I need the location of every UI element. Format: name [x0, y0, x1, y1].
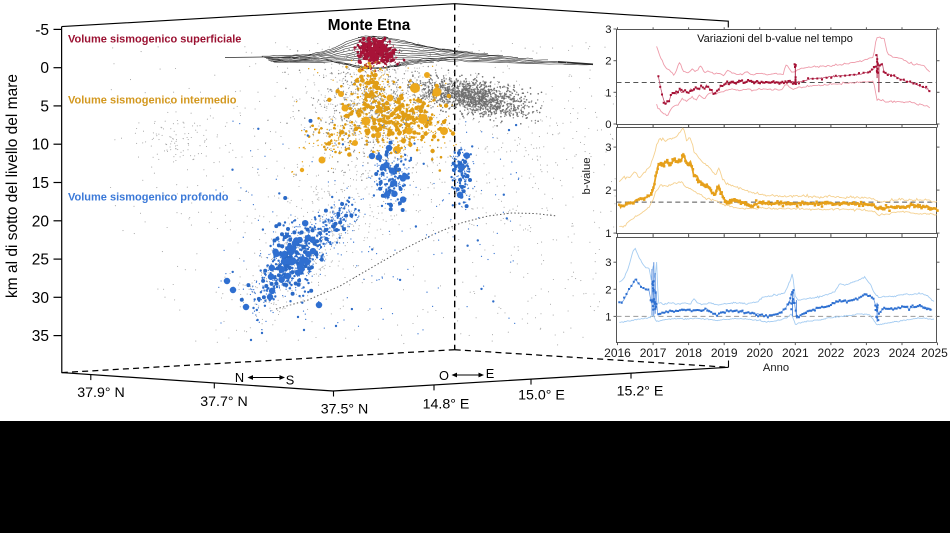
svg-text:2: 2	[605, 185, 611, 197]
svg-text:10: 10	[32, 137, 50, 154]
svg-text:1: 1	[605, 87, 611, 99]
svg-text:1: 1	[605, 311, 611, 323]
svg-text:-5: -5	[35, 22, 49, 39]
svg-text:37.5° N: 37.5° N	[321, 402, 368, 418]
svg-text:25: 25	[32, 252, 49, 269]
svg-text:2025: 2025	[921, 346, 948, 360]
svg-text:37.9° N: 37.9° N	[77, 385, 124, 401]
svg-text:15: 15	[32, 175, 49, 192]
svg-text:30: 30	[32, 290, 50, 307]
svg-text:E: E	[486, 366, 495, 381]
svg-text:1: 1	[605, 228, 611, 240]
svg-text:14.8° E: 14.8° E	[423, 397, 470, 413]
svg-text:3: 3	[605, 142, 611, 154]
svg-text:2016: 2016	[604, 346, 631, 360]
svg-text:20: 20	[32, 213, 50, 230]
svg-text:15.0° E: 15.0° E	[518, 388, 565, 404]
svg-text:Volume sismogenico intermedio: Volume sismogenico intermedio	[68, 95, 237, 107]
svg-text:3: 3	[605, 24, 611, 36]
svg-text:2018: 2018	[675, 346, 702, 360]
svg-text:2022: 2022	[818, 346, 845, 360]
svg-text:2: 2	[605, 284, 611, 296]
svg-text:N: N	[235, 370, 244, 385]
svg-text:37.7° N: 37.7° N	[200, 394, 247, 410]
svg-text:O: O	[439, 368, 449, 383]
svg-text:Anno: Anno	[763, 362, 789, 374]
svg-text:35: 35	[32, 328, 49, 345]
svg-text:b-value: b-value	[581, 157, 593, 194]
svg-text:Monte Etna: Monte Etna	[328, 17, 411, 34]
svg-text:2017: 2017	[640, 346, 667, 360]
svg-text:Volume sismogenico superficial: Volume sismogenico superficiale	[68, 34, 241, 46]
svg-text:2019: 2019	[711, 346, 738, 360]
svg-text:2024: 2024	[889, 346, 916, 360]
svg-text:2021: 2021	[782, 346, 809, 360]
svg-text:2: 2	[605, 56, 611, 68]
svg-text:2020: 2020	[746, 346, 773, 360]
svg-text:S: S	[286, 373, 295, 388]
svg-text:Variazioni del b-value nel tem: Variazioni del b-value nel tempo	[697, 33, 853, 45]
svg-text:3: 3	[605, 257, 611, 269]
svg-text:Volume sismogenico profondo: Volume sismogenico profondo	[68, 192, 229, 204]
svg-text:2023: 2023	[853, 346, 880, 360]
svg-text:0: 0	[40, 60, 49, 77]
svg-text:km al di sotto del livello del: km al di sotto del livello del mare	[4, 74, 21, 298]
svg-text:5: 5	[40, 98, 49, 115]
svg-text:15.2° E: 15.2° E	[617, 384, 664, 400]
svg-text:0: 0	[605, 119, 611, 131]
